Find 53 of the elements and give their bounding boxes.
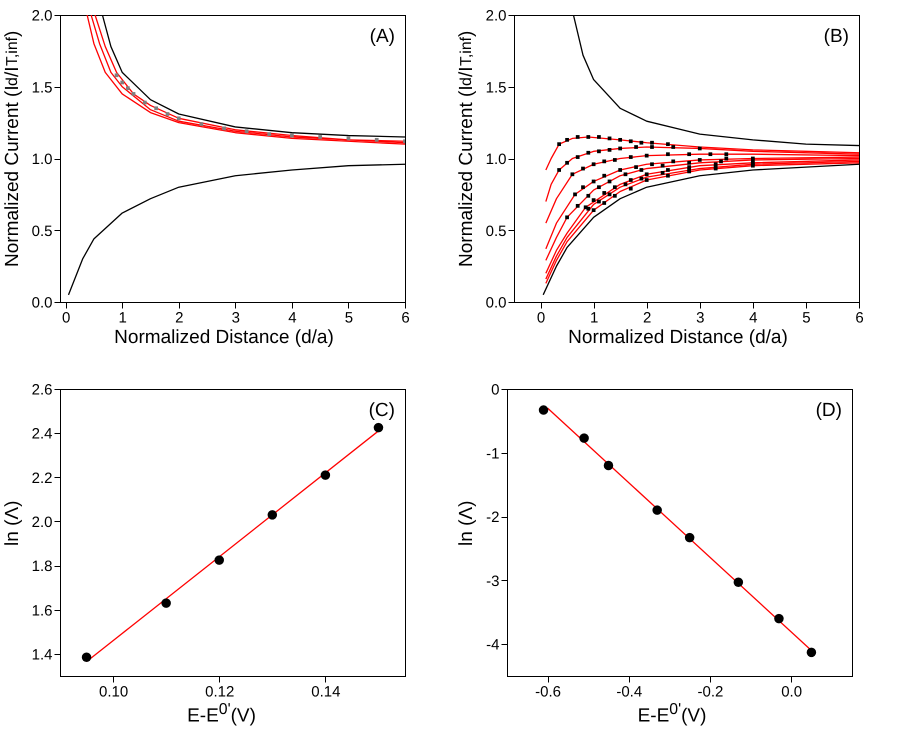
- y-tick-label: 2.0: [32, 514, 52, 531]
- x-tick-label: 0.14: [311, 684, 340, 700]
- x-tick-label: -0.6: [535, 684, 562, 700]
- x-tick-label: 1: [590, 310, 598, 326]
- x-tick-label: 4: [288, 310, 297, 326]
- x-axis-title: Normalized Distance (d/a): [114, 327, 334, 349]
- y-tick-label: 2.0: [32, 8, 52, 24]
- y-tick-label: 0.0: [486, 294, 506, 312]
- y-tick-label: -3: [486, 572, 500, 590]
- x-tick-label: 6: [401, 310, 410, 326]
- y-tick-label: 1.4: [32, 646, 52, 664]
- x-tick-label: 4: [749, 310, 758, 326]
- x-axis-title: Normalized Distance (d/a): [568, 327, 788, 349]
- y-axis-title: ln (Λ): [1, 499, 24, 548]
- y-tick-label: 0.5: [486, 222, 506, 240]
- annotation: (A): [370, 26, 395, 47]
- x-tick-label: 0: [536, 310, 546, 326]
- y-tick-label: 0: [491, 382, 500, 398]
- x-tick-label: 3: [696, 310, 704, 326]
- x-tick-label: 6: [855, 310, 864, 326]
- y-tick-label: 1.8: [32, 558, 52, 576]
- annotation: (D): [816, 400, 842, 421]
- y-tick-label: 2.6: [32, 382, 52, 398]
- y-tick-label: 2.0: [486, 8, 506, 24]
- x-tick-label: 2: [643, 310, 652, 326]
- x-tick-label: 5: [344, 310, 354, 326]
- y-tick-label: 1.6: [32, 602, 52, 620]
- y-tick-label: -2: [486, 509, 500, 526]
- y-tick-label: 2.4: [32, 426, 52, 443]
- y-tick-label: -4: [486, 636, 500, 654]
- y-tick-label: 0.5: [32, 222, 52, 240]
- y-axis-title: ln (Λ): [455, 499, 478, 548]
- x-tick-label: 0: [62, 310, 70, 326]
- x-tick-label: 3: [232, 310, 240, 326]
- y-tick-label: 1.5: [32, 79, 52, 96]
- x-tick-label: 0.12: [205, 684, 234, 700]
- x-tick-label: -0.4: [616, 684, 642, 700]
- y-tick-label: -1: [486, 445, 500, 462]
- y-tick-label: 1.0: [32, 151, 52, 168]
- y-tick-label: 1.5: [486, 79, 506, 96]
- x-tick-label: -0.2: [698, 684, 724, 700]
- y-tick-label: 0.0: [32, 294, 52, 312]
- x-tick-label: 5: [802, 310, 811, 326]
- annotation: (C): [368, 400, 395, 421]
- x-tick-label: 0.10: [98, 684, 128, 700]
- y-tick-label: 1.0: [486, 151, 506, 168]
- x-axis-title: E-E$^{0'}$(V): [638, 701, 706, 728]
- x-tick-label: 2: [175, 310, 184, 326]
- x-axis-title: E-E$^{0'}$(V): [187, 701, 256, 728]
- x-tick-label: 1: [118, 310, 127, 326]
- x-tick-label: 0.0: [781, 684, 802, 700]
- y-tick-label: 2.2: [32, 470, 52, 487]
- annotation: (B): [824, 26, 849, 47]
